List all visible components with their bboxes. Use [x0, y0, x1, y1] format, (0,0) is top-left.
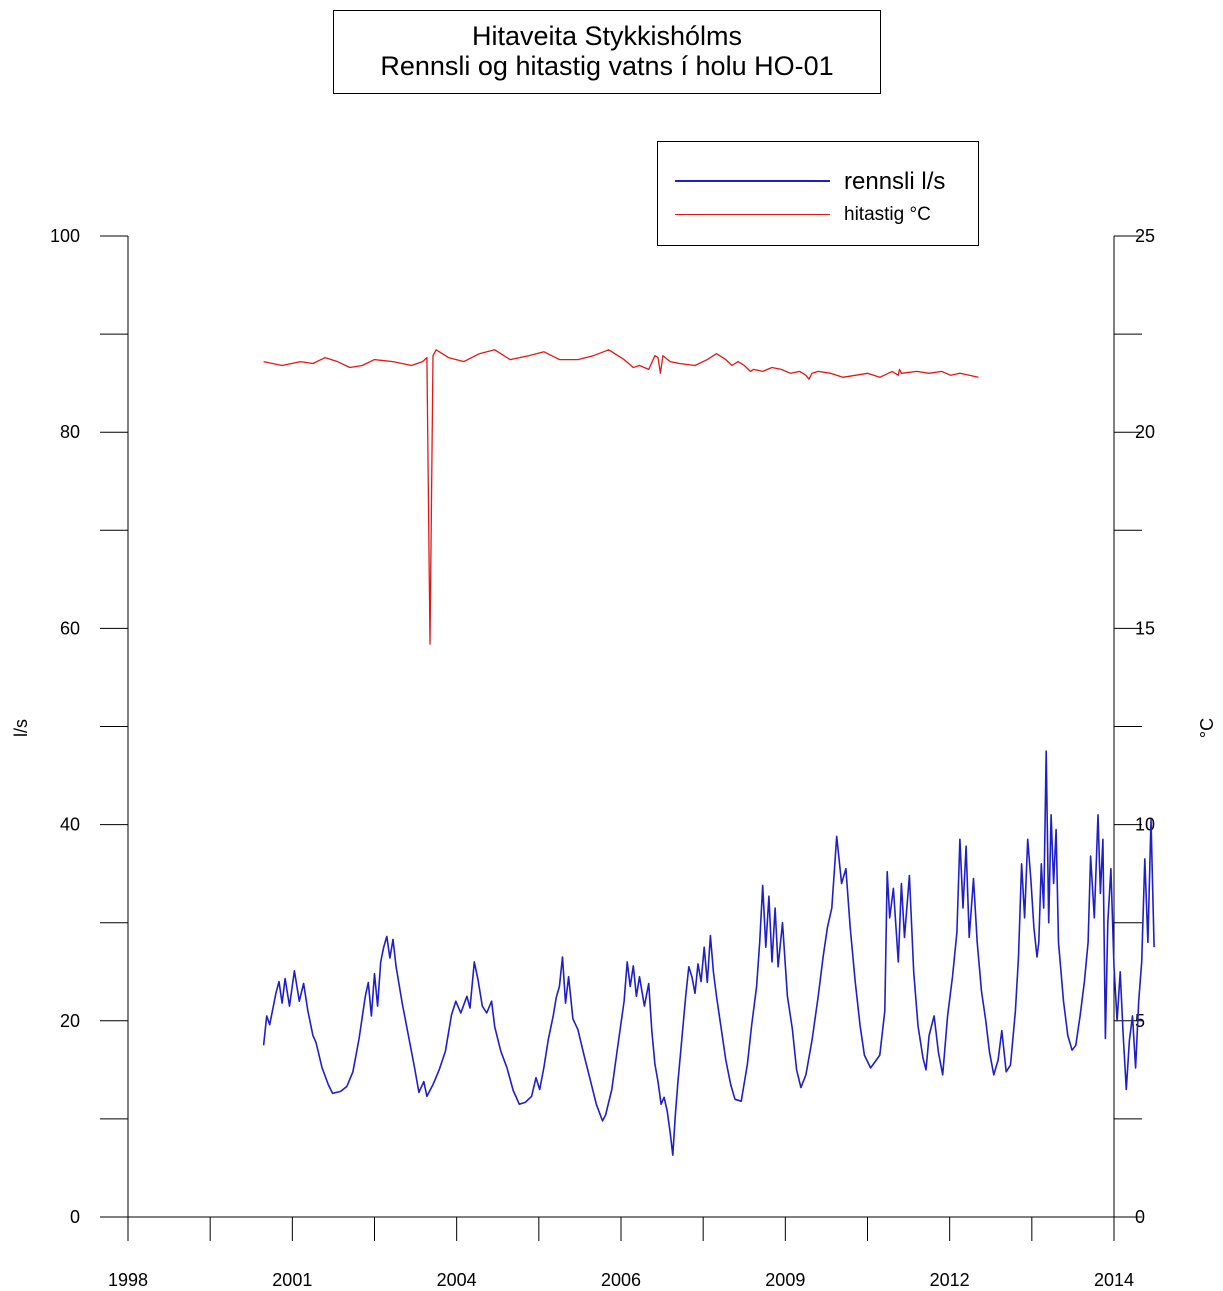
x-tick-label: 2004	[437, 1270, 477, 1290]
right-tick-label: 5	[1135, 1011, 1145, 1031]
series-rennsli-line	[262, 750, 1155, 1156]
chart-title: Hitaveita Stykkishólms	[471, 21, 743, 51]
left-tick-label: 40	[60, 815, 80, 835]
x-tick-label: 2001	[272, 1270, 312, 1290]
series-layer	[262, 349, 1155, 1156]
left-tick-label: 0	[70, 1207, 80, 1227]
x-tick-label: 2014	[1094, 1270, 1134, 1290]
legend-label-hitastig: hitastig °C	[844, 204, 931, 225]
right-tick-label: 0	[1135, 1207, 1145, 1227]
x-tick-label: 2009	[765, 1270, 805, 1290]
legend-label-rennsli: rennsli l/s	[844, 168, 946, 195]
x-tick-label: 2006	[601, 1270, 641, 1290]
right-tick-label: 20	[1135, 422, 1155, 442]
chart-title-box: Hitaveita Stykkishólms Rennsli og hitast…	[333, 10, 881, 94]
left-tick-label: 20	[60, 1011, 80, 1031]
left-tick-label: 100	[50, 226, 80, 246]
legend: rennsli l/s hitastig °C	[657, 141, 979, 246]
right-axis-title: °C	[1197, 718, 1217, 738]
x-tick-label: 2012	[930, 1270, 970, 1290]
left-tick-label: 60	[60, 618, 80, 638]
chart-subtitle: Rennsli og hitastig vatns í holu HO-01	[380, 51, 834, 81]
legend-swatch-hitastig	[675, 214, 830, 215]
series-hitastig-line	[263, 349, 979, 645]
x-tick-label: 1998	[108, 1270, 148, 1290]
right-tick-label: 25	[1135, 226, 1155, 246]
right-tick-label: 15	[1135, 618, 1155, 638]
left-axis-title: l/s	[11, 719, 31, 737]
legend-swatch-rennsli	[675, 180, 830, 182]
left-tick-label: 80	[60, 422, 80, 442]
